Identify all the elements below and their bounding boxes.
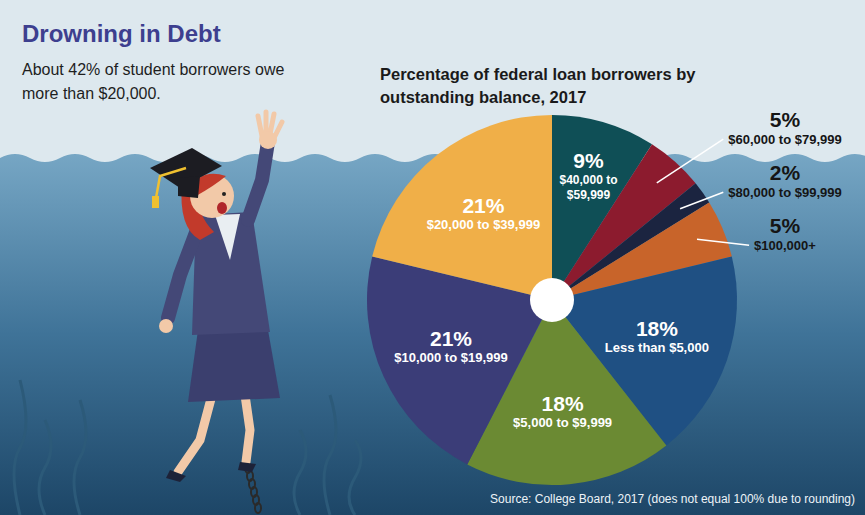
text-line: Less than $5,000	[605, 340, 709, 355]
chart-root: Drowning in Debt About 42% of student bor…	[0, 0, 865, 515]
text-line: $40,000 to	[559, 173, 617, 187]
leg	[245, 395, 250, 462]
skirt	[188, 330, 280, 402]
subtitle: About 42% of student borrowers owe more t…	[22, 61, 284, 102]
category-label: Less than $5,000	[605, 340, 709, 355]
eye	[222, 192, 226, 196]
pie	[367, 115, 749, 485]
data-labels: 9%$40,000 to$59,99918%Less than $5,00018…	[394, 108, 841, 429]
pie-slice	[372, 115, 552, 300]
chain-link	[255, 503, 261, 513]
data-label: 2%	[770, 161, 801, 184]
mouth	[217, 202, 227, 214]
text-line: more than $20,000.	[22, 85, 161, 102]
text-line: $20,000 to $39,999	[427, 217, 540, 232]
category-label: $10,000 to $19,999	[394, 350, 507, 365]
seaweed	[349, 440, 361, 515]
data-label: 5%	[770, 108, 801, 131]
shoe	[238, 462, 256, 472]
text-line: $5,000 to $9,999	[513, 415, 612, 430]
data-label: 21%	[462, 194, 504, 217]
hand	[159, 319, 173, 333]
seaweed	[324, 395, 336, 515]
chart-heading: Percentage of federal loan borrowers by o…	[380, 65, 696, 106]
text-line: $59,999	[567, 188, 611, 202]
source-note: Source: College Board, 2017 (does not eq…	[490, 492, 855, 506]
arm	[248, 142, 268, 220]
data-label: 21%	[430, 327, 472, 350]
collar	[215, 214, 240, 260]
leader-line	[697, 239, 749, 245]
leg	[178, 395, 212, 472]
data-label: 18%	[636, 317, 678, 340]
category-label: $80,000 to $99,999	[728, 185, 841, 200]
shoe	[166, 470, 186, 482]
data-label: 18%	[542, 392, 584, 415]
title: Drowning in Debt	[22, 20, 221, 47]
cap	[178, 176, 200, 198]
text-line: Percentage of federal loan borrowers by	[380, 65, 696, 83]
category-label: $20,000 to $39,999	[427, 217, 540, 232]
graduate-figure	[150, 112, 282, 513]
data-label: 5%	[770, 214, 801, 237]
tassel	[156, 168, 186, 198]
leader-line	[657, 139, 724, 183]
category-label: $40,000 to$59,999	[559, 173, 617, 202]
text-line: $10,000 to $19,999	[394, 350, 507, 365]
leader-line	[680, 192, 723, 209]
text-line: About 42% of student borrowers owe	[22, 61, 284, 78]
seaweed	[39, 420, 51, 515]
hand	[259, 131, 277, 149]
category-label: $5,000 to $9,999	[513, 415, 612, 430]
category-label: $100,000+	[754, 238, 816, 253]
tassel	[152, 196, 159, 208]
seaweed	[74, 400, 86, 515]
text-line: outstanding balance, 2017	[380, 88, 586, 106]
seaweed	[14, 380, 26, 515]
data-label: 9%	[573, 149, 604, 172]
pie-hole	[530, 278, 574, 322]
seaweed	[294, 430, 306, 515]
category-label: $60,000 to $79,999	[728, 132, 841, 147]
